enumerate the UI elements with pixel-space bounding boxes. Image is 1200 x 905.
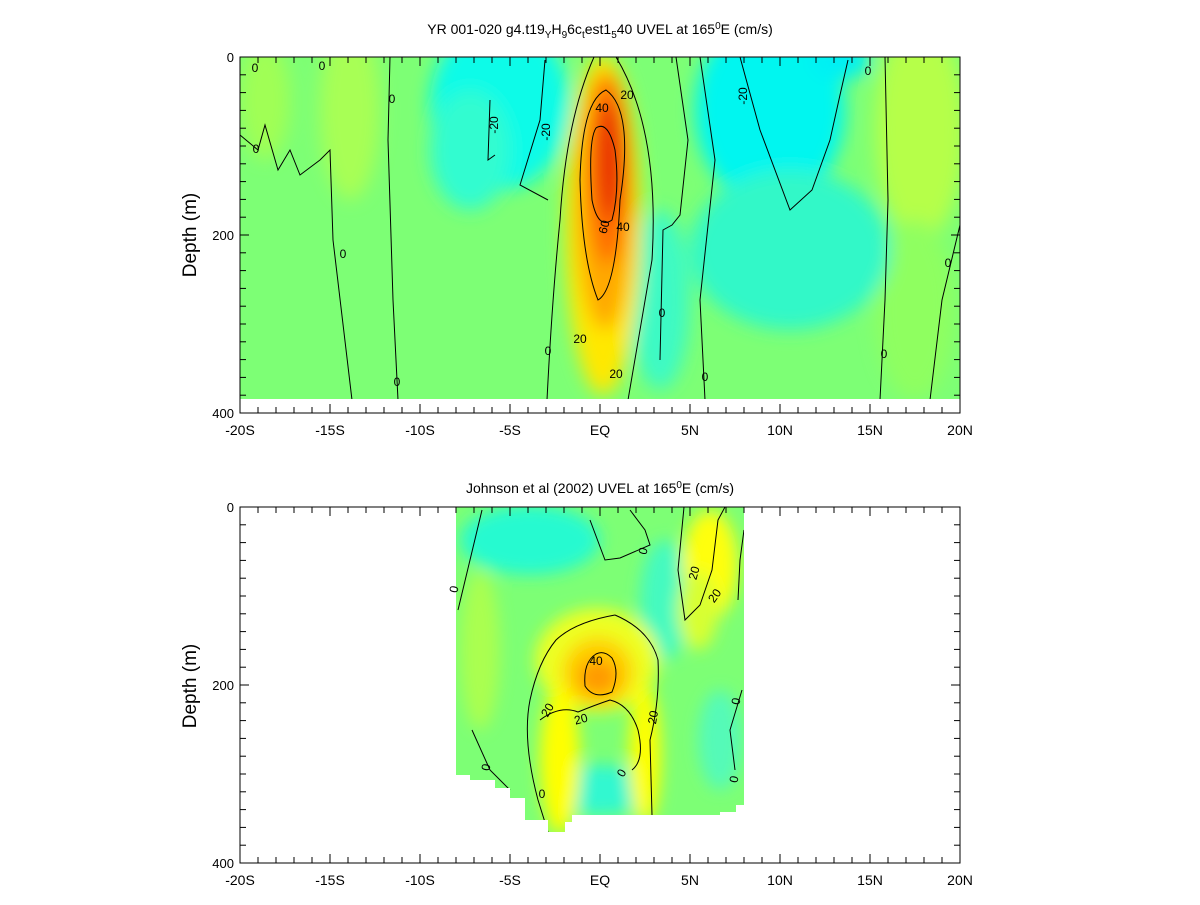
svg-text:-20: -20	[539, 123, 553, 141]
chart-title: Johnson et al (2002) UVEL at 1650E (cm/s…	[466, 480, 734, 496]
svg-text:0: 0	[253, 142, 260, 156]
svg-text:-20: -20	[487, 116, 501, 134]
x-tick-label: -10S	[405, 422, 435, 438]
y-tick-label: 200	[212, 678, 234, 693]
y-tick-label: 0	[227, 50, 234, 65]
x-tick-label: -20S	[225, 872, 255, 888]
model-uvel-panel: YR 001-020 g4.t19YH96ctest1540 UVEL at 1…	[180, 21, 973, 438]
svg-text:20: 20	[620, 88, 634, 102]
svg-text:20: 20	[686, 564, 703, 581]
svg-text:0: 0	[389, 92, 396, 106]
x-tick-label: -10S	[405, 872, 435, 888]
svg-text:0: 0	[702, 370, 709, 384]
x-tick-label: 15N	[857, 422, 883, 438]
x-tick-label: -5S	[499, 422, 521, 438]
svg-text:0: 0	[394, 375, 401, 389]
svg-text:60: 60	[596, 218, 613, 235]
svg-text:0: 0	[539, 787, 546, 801]
contour-labels: 0 0 0 0 0 0 0 -20 -20 -20 20 40 60 40 20…	[252, 59, 952, 389]
svg-text:0: 0	[945, 256, 952, 270]
x-tick-label: EQ	[590, 872, 610, 888]
x-tick-label: 10N	[767, 422, 793, 438]
svg-text:0: 0	[881, 347, 888, 361]
svg-text:-20: -20	[736, 87, 750, 105]
chart-title: YR 001-020 g4.t19YH96ctest1540 UVEL at 1…	[427, 21, 773, 41]
heatmap-field	[240, 57, 960, 399]
x-tick-label: 15N	[857, 872, 883, 888]
heatmap-field	[456, 507, 744, 832]
x-tick-label: 5N	[681, 872, 699, 888]
svg-text:20: 20	[573, 711, 590, 728]
svg-text:20: 20	[645, 709, 661, 725]
x-tick-label: 20N	[947, 422, 973, 438]
svg-text:20: 20	[609, 367, 623, 381]
svg-text:0: 0	[479, 762, 494, 771]
svg-text:0: 0	[252, 61, 259, 75]
x-tick-label: 20N	[947, 872, 973, 888]
svg-text:0: 0	[545, 344, 552, 358]
x-tick-label: -20S	[225, 422, 255, 438]
svg-text:0: 0	[636, 546, 651, 556]
x-tick-label: -15S	[315, 422, 345, 438]
svg-text:40: 40	[616, 220, 630, 234]
x-tick-label: -5S	[499, 872, 521, 888]
y-tick-label: 400	[212, 406, 234, 421]
svg-text:40: 40	[589, 654, 603, 668]
svg-text:0: 0	[340, 247, 347, 261]
observed-uvel-panel: Johnson et al (2002) UVEL at 1650E (cm/s…	[180, 480, 973, 888]
y-tick-label: 0	[227, 500, 234, 515]
x-tick-label: 10N	[767, 872, 793, 888]
svg-text:0: 0	[865, 64, 872, 78]
svg-text:0: 0	[447, 584, 462, 593]
svg-text:40: 40	[595, 101, 609, 115]
svg-text:0: 0	[319, 59, 326, 73]
svg-text:0: 0	[659, 306, 666, 320]
x-tick-label: -15S	[315, 872, 345, 888]
y-tick-label: 200	[212, 228, 234, 243]
svg-text:20: 20	[538, 700, 557, 719]
svg-text:0: 0	[729, 696, 744, 705]
y-axis-label: Depth (m)	[180, 193, 201, 277]
svg-text:0: 0	[727, 774, 742, 783]
contour-lines	[457, 507, 744, 832]
x-tick-label: 5N	[681, 422, 699, 438]
contour-lines	[240, 57, 960, 399]
svg-text:20: 20	[573, 332, 587, 346]
y-tick-label: 400	[212, 856, 234, 871]
x-tick-label: EQ	[590, 422, 610, 438]
y-axis-label: Depth (m)	[180, 644, 201, 728]
